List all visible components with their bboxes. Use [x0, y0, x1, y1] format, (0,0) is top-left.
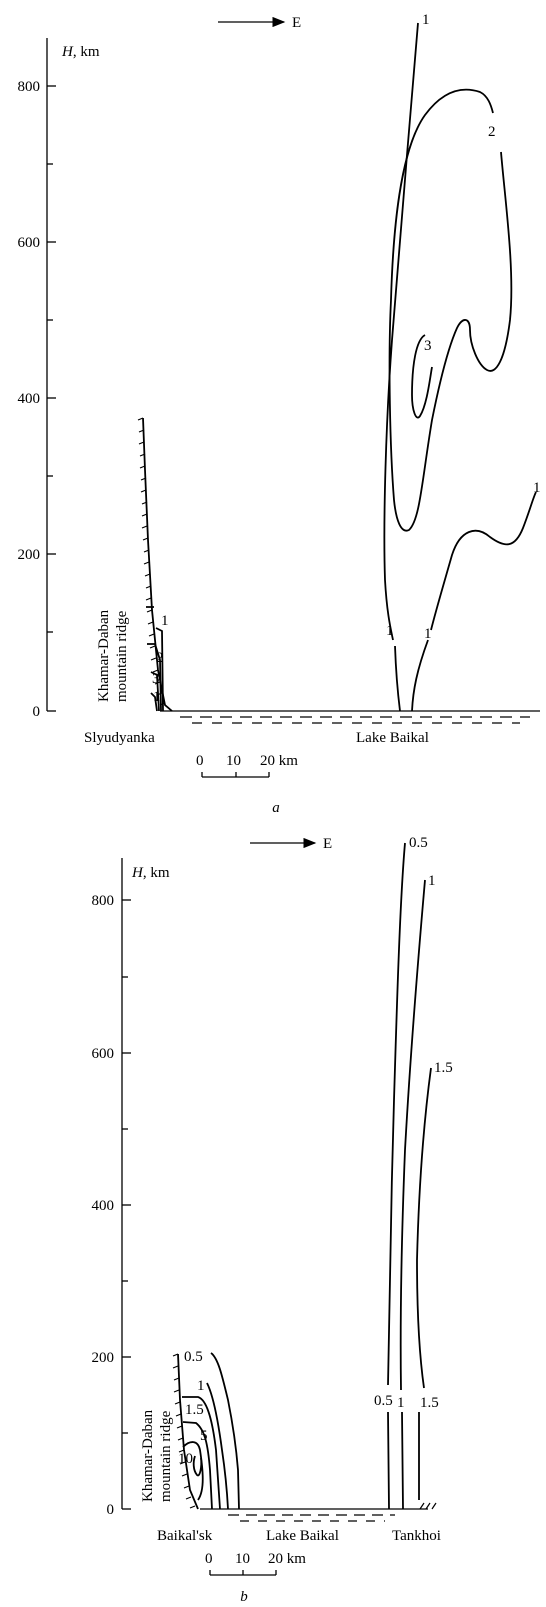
shore-hatching: [419, 1502, 437, 1510]
isoline-1_5-east: [416, 1067, 432, 1500]
place-label: Slyudyanka: [84, 730, 155, 746]
place-label: Baikal'sk: [157, 1528, 213, 1544]
isoline-label: 1: [161, 613, 169, 629]
isoline-label: 3: [152, 671, 160, 687]
scale-bar: [201, 772, 270, 778]
axis-ticks: [47, 85, 56, 712]
isoline-label: 2: [156, 650, 164, 666]
place-label: Lake Baikal: [356, 730, 429, 746]
scale-label: 10: [226, 753, 241, 769]
isoline-label: 1.5: [185, 1402, 204, 1418]
tick-label: 400: [92, 1198, 115, 1214]
ridge-label: mountain ridge: [114, 610, 130, 702]
tick-label: 800: [92, 893, 115, 909]
isoline-0_5-west: [210, 1352, 240, 1510]
axis-ticks: [122, 899, 131, 1510]
isoline-1_5-west: [182, 1396, 221, 1510]
isoline-1-west: [146, 606, 164, 712]
isoline-label: 5: [200, 1428, 208, 1444]
isoline-0_5-east: [387, 842, 406, 1510]
tick-label: 600: [92, 1046, 115, 1062]
tick-label: 600: [18, 235, 41, 251]
isoline-1b-west: [150, 692, 158, 712]
isoline-1-east: [399, 879, 426, 1510]
panel-caption: a: [272, 800, 280, 816]
panel-a: E 0 200 400 600 800 H, km: [18, 12, 541, 816]
isoline-label: 10: [178, 1451, 193, 1467]
isoline-label: 1: [422, 12, 430, 28]
mountain-slope: [177, 1353, 199, 1510]
direction-label: E: [323, 836, 332, 852]
isoline-10-west: [182, 1441, 204, 1501]
scale-label: 0: [205, 1551, 213, 1567]
direction-label: E: [292, 15, 301, 31]
isoline-label: 1: [197, 1378, 205, 1394]
isoline-1-plume-right: [411, 491, 537, 712]
mountain-slope: [142, 417, 173, 712]
tick-label: 200: [92, 1350, 115, 1366]
isoline-label: 1.5: [434, 1060, 453, 1076]
panel-caption: b: [240, 1589, 248, 1605]
isoline-label: 1: [533, 480, 541, 496]
isoline-label: 0.5: [184, 1349, 203, 1365]
ridge-hatching: [172, 1353, 196, 1509]
isoline-3-west: [150, 671, 160, 712]
isoline-label: 1: [424, 626, 432, 642]
isoline-10b-west: [192, 1455, 203, 1477]
tick-label: 200: [18, 547, 41, 563]
isoline-label: 1: [386, 623, 394, 639]
place-label: Lake Baikal: [266, 1528, 339, 1544]
tick-label: 800: [18, 79, 41, 95]
isoline-1-west: [206, 1382, 229, 1510]
axis-label: H, km: [131, 865, 170, 881]
scale-label: 20 km: [268, 1551, 306, 1567]
ridge-label: mountain ridge: [158, 1410, 174, 1502]
isoline-label: 1: [153, 689, 161, 705]
scale-label: 20 km: [260, 753, 298, 769]
place-label: Tankhoi: [392, 1528, 441, 1544]
scale-label: 10: [235, 1551, 250, 1567]
isoline-3-plume: [411, 334, 433, 419]
ridge-label: Khamar-Daban: [140, 1409, 156, 1502]
isoline-2-west: [147, 643, 162, 712]
isoline-label: 3: [424, 338, 432, 354]
isoline-label: 0.5: [374, 1393, 393, 1409]
ridge-label: Khamar-Daban: [96, 609, 112, 702]
tick-label: 400: [18, 391, 41, 407]
scale-label: 0: [196, 753, 204, 769]
scale-bar: [209, 1570, 277, 1576]
isoline-label: 1.5: [420, 1395, 439, 1411]
isoline-label: 1: [397, 1395, 405, 1411]
isoline-label: 2: [488, 124, 496, 140]
isoline-label: 1: [428, 873, 436, 889]
isoline-label: 0.5: [409, 835, 428, 851]
panel-b: E 0 200 400 600 800 H, km: [92, 835, 453, 1605]
isoline-5-west: [182, 1421, 213, 1510]
tick-label: 0: [107, 1502, 115, 1518]
tick-label: 0: [33, 704, 41, 720]
axis-label: H, km: [61, 44, 100, 60]
isoline-2-plume: [388, 88, 513, 532]
